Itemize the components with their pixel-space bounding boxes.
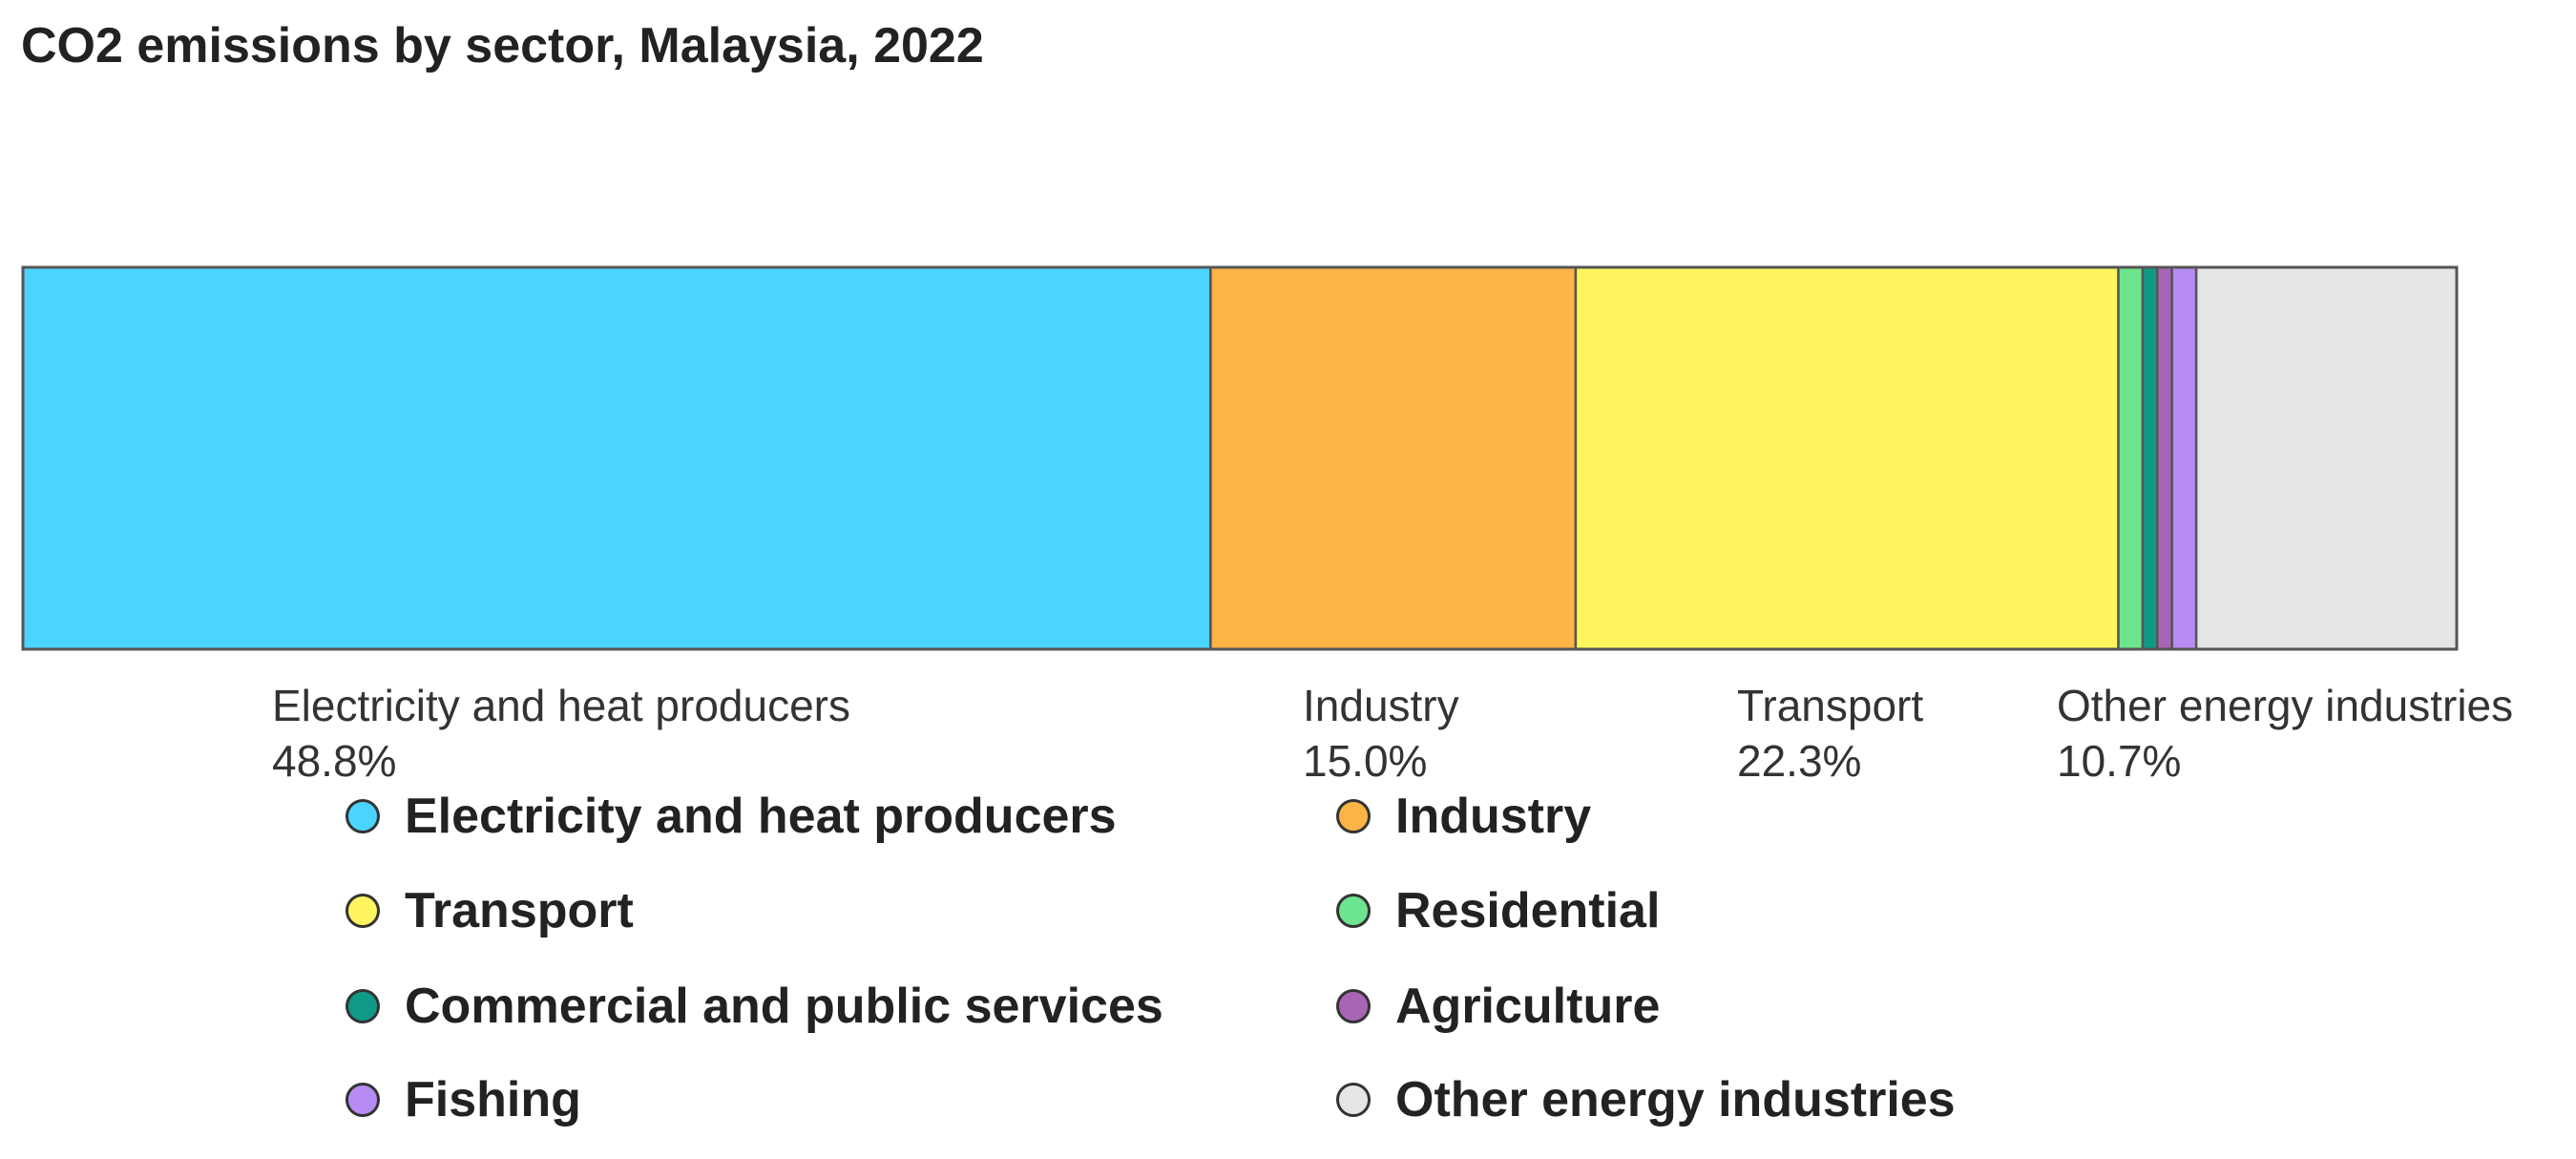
legend-label: Other energy industries	[1395, 1072, 1956, 1127]
legend-label: Residential	[1395, 883, 1661, 938]
legend-swatch	[1336, 894, 1371, 928]
legend-item-residential: Residential	[1336, 882, 1660, 939]
legend-item-agriculture: Agriculture	[1336, 978, 1660, 1035]
segment-label-electricity-and-heat-producers: Electricity and heat producers 48.8%	[272, 678, 850, 789]
segment-label-value: 22.3%	[1737, 736, 1862, 786]
legend-item-commercial-and-public-services: Commercial and public services	[346, 978, 1163, 1035]
legend-swatch	[1336, 989, 1371, 1023]
bar-segment-commercial-and-public-services	[2141, 265, 2159, 651]
legend-label: Electricity and heat producers	[405, 789, 1117, 844]
segment-label-value: 10.7%	[2057, 736, 2182, 786]
bar-segment-residential	[2117, 265, 2145, 651]
bar-segment-other-energy-industries	[2194, 265, 2459, 651]
bar-segment-transport	[1574, 265, 2120, 651]
bar-segment-fishing	[2170, 265, 2198, 651]
legend-item-transport: Transport	[346, 882, 634, 939]
segment-label-industry: Industry 15.0%	[1303, 678, 1459, 789]
legend-label: Fishing	[405, 1072, 581, 1127]
legend-swatch	[346, 799, 380, 833]
segment-label-value: 15.0%	[1303, 736, 1428, 786]
legend-swatch	[346, 894, 380, 928]
segment-label-name: Industry	[1303, 681, 1459, 730]
bar-segment-agriculture	[2156, 265, 2173, 651]
legend-swatch	[1336, 799, 1371, 833]
legend-item-electricity-and-heat-producers: Electricity and heat producers	[346, 788, 1117, 845]
legend-label: Industry	[1395, 789, 1592, 844]
legend-swatch	[346, 989, 380, 1023]
legend-item-industry: Industry	[1336, 788, 1591, 845]
legend-label: Commercial and public services	[405, 979, 1163, 1034]
legend-label: Transport	[405, 883, 634, 938]
segment-label-transport: Transport 22.3%	[1737, 678, 1923, 789]
segment-label-name: Other energy industries	[2057, 681, 2514, 730]
segment-label-name: Transport	[1737, 681, 1924, 730]
bar-segments	[21, 265, 2459, 651]
legend-item-other-energy-industries: Other energy industries	[1336, 1071, 1956, 1128]
legend-label: Agriculture	[1395, 979, 1661, 1034]
legend-swatch	[346, 1083, 380, 1117]
segment-label-value: 48.8%	[272, 736, 397, 786]
bar-segment-industry	[1209, 265, 1578, 651]
chart-title: CO2 emissions by sector, Malaysia, 2022	[21, 18, 984, 74]
legend-swatch	[1336, 1083, 1371, 1117]
segment-label-name: Electricity and heat producers	[272, 681, 850, 730]
bar-segment-electricity-and-heat-producers	[21, 265, 1212, 651]
legend-item-fishing: Fishing	[346, 1071, 581, 1128]
segment-label-other-energy-industries: Other energy industries 10.7%	[2057, 678, 2513, 789]
bar-outline	[21, 265, 2459, 651]
